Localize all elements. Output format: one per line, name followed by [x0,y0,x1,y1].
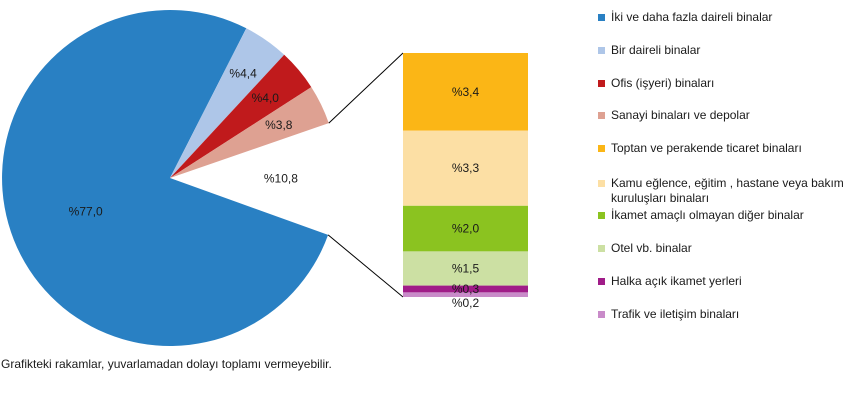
pie-slice [170,87,329,178]
data-label: %3,4 [452,85,480,99]
connector-line [328,52,404,124]
bar-segment [403,130,528,206]
data-label: %2,0 [452,222,480,236]
pie-slice [170,28,285,178]
data-label: %77,0 [69,204,103,218]
data-label: %4,4 [229,66,257,80]
bar-segment [403,292,528,297]
data-label: %4,0 [252,91,280,105]
data-label: %0,3 [452,282,480,296]
pie-slice [2,9,329,346]
connector-line [327,234,404,298]
bar-segment [403,285,528,293]
data-label: %3,8 [265,118,293,132]
data-label: %10,8 [264,172,298,186]
data-label: %0,2 [452,296,480,310]
footnote-text: Grafikteki rakamlar, yuvarlamadan dolayı… [1,357,332,371]
bar-segment [403,251,528,286]
bar-segment [403,205,528,252]
data-label: %3,3 [452,161,480,175]
pie-slice [170,54,312,178]
bar-segment [403,53,528,131]
data-label: %1,5 [452,262,480,276]
